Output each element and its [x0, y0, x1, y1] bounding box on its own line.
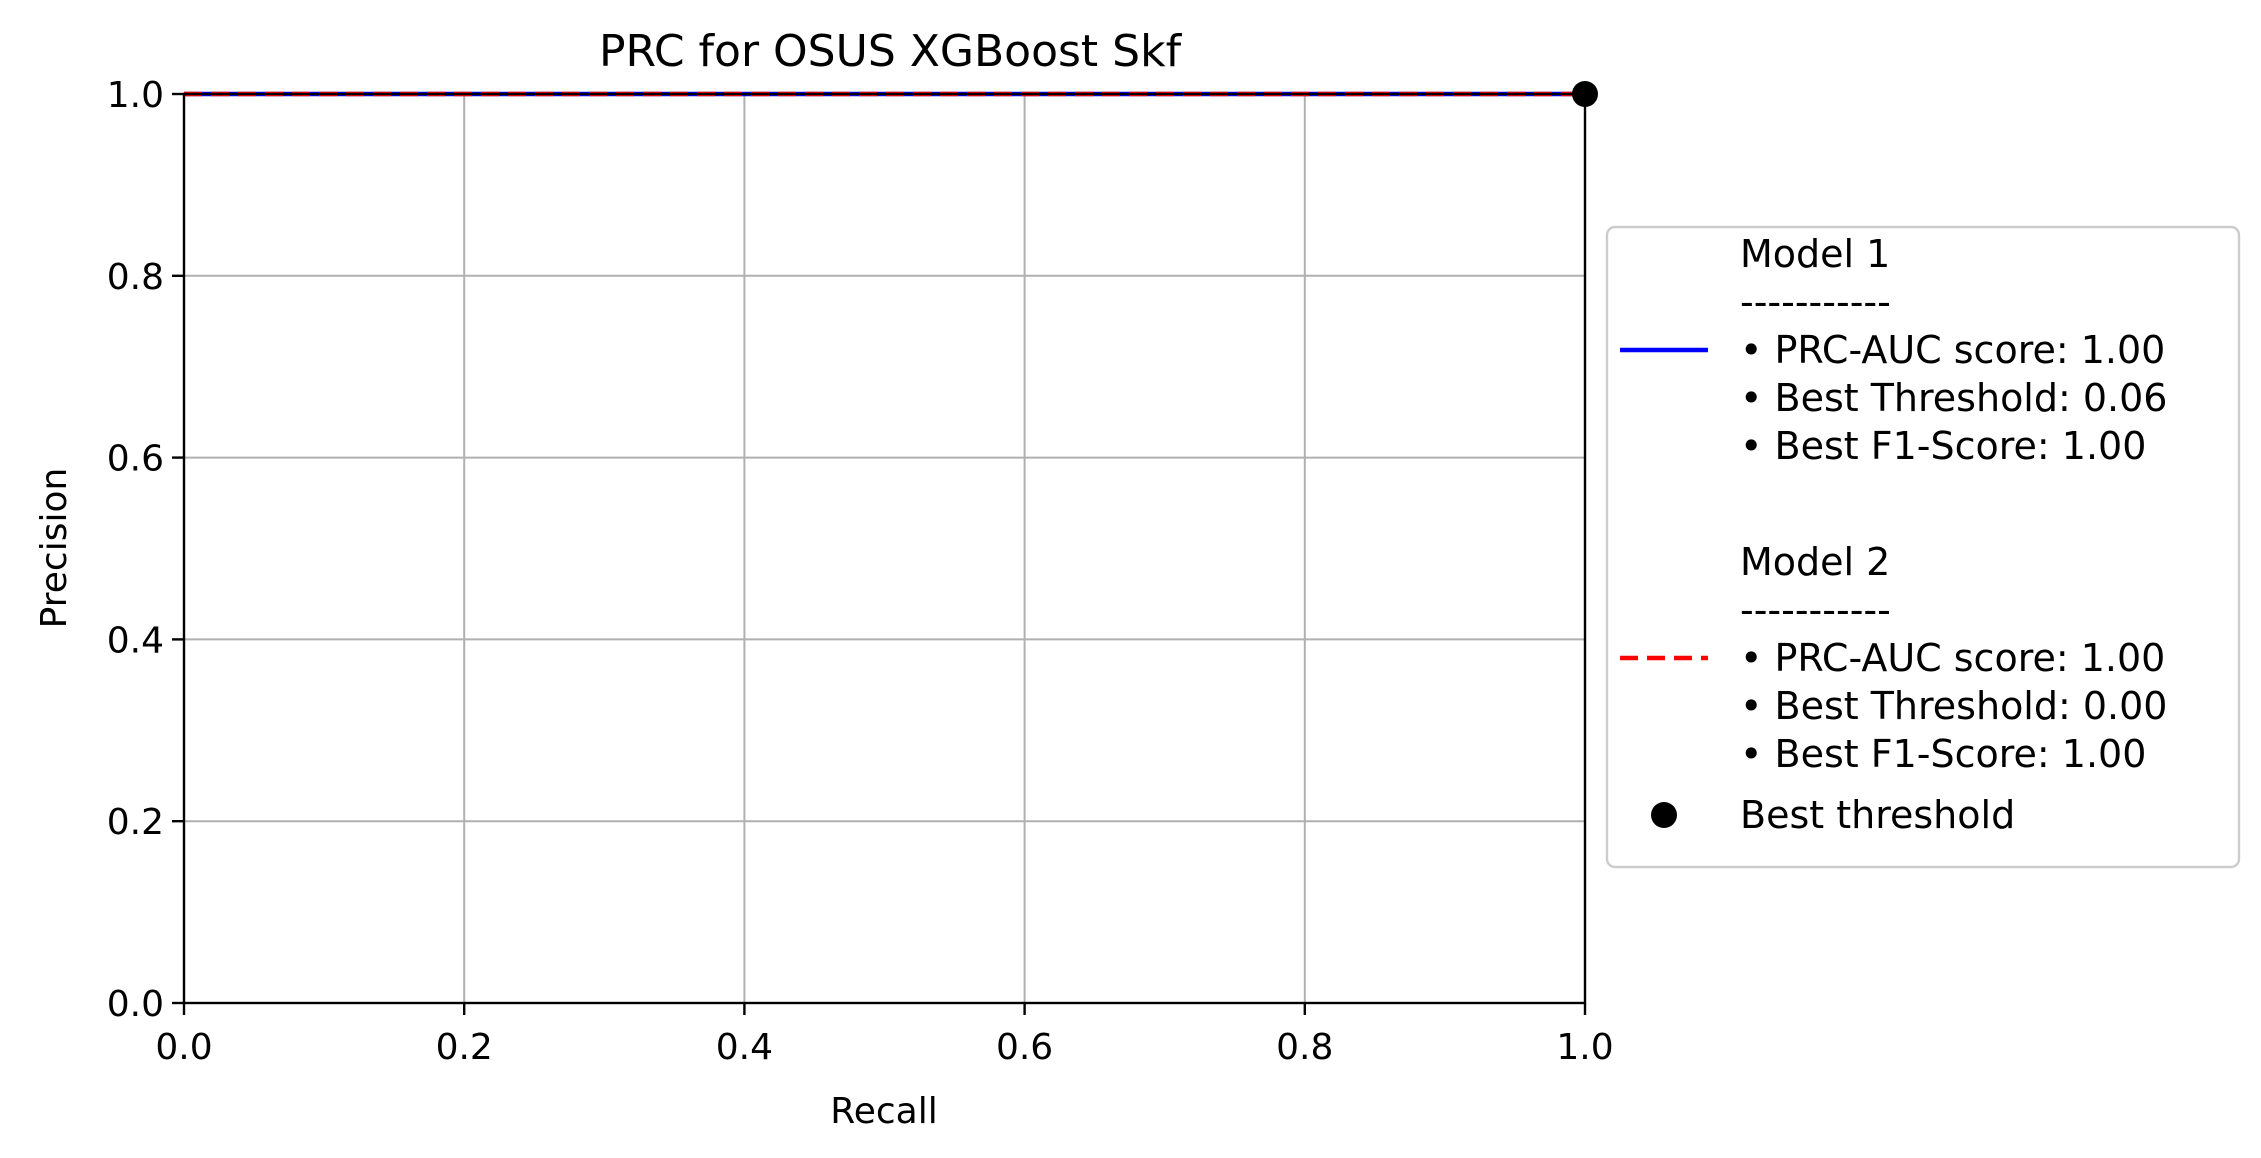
y-tick-label: 0.2 — [107, 802, 164, 843]
legend-entry-text: ----------- — [1740, 280, 1891, 324]
y-axis-label: Precision — [34, 468, 75, 629]
legend-marker-handle — [1651, 802, 1677, 828]
legend-entry-text: • Best F1-Score: 1.00 — [1740, 424, 2146, 468]
legend-entry-text: ----------- — [1740, 588, 1891, 632]
y-tick-label: 0.6 — [107, 439, 164, 480]
legend-entry-text: • Best Threshold: 0.00 — [1740, 684, 2167, 728]
y-tick-label: 0.8 — [107, 257, 164, 298]
legend-entry-text: Model 1 — [1740, 232, 1890, 276]
x-tick-label: 0.0 — [155, 1027, 212, 1068]
legend-marker-label: Best threshold — [1740, 793, 2015, 837]
legend-entry-text: Model 2 — [1740, 540, 1890, 584]
legend-entry-text: • PRC-AUC score: 1.00 — [1740, 328, 2165, 372]
x-tick-label: 0.4 — [716, 1027, 773, 1068]
x-tick-label: 1.0 — [1556, 1027, 1613, 1068]
legend-entry-text: • Best F1-Score: 1.00 — [1740, 732, 2146, 776]
x-tick-label: 0.2 — [436, 1027, 493, 1068]
x-axis-label: Recall — [830, 1091, 937, 1132]
y-tick-label: 1.0 — [107, 75, 164, 116]
legend-frame — [1605, 225, 2241, 869]
grid-lines — [183, 93, 1586, 1004]
chart-title: PRC for OSUS XGBoost Skf — [599, 26, 1183, 77]
y-tick-label: 0.4 — [107, 620, 164, 661]
legend-entry-text: • PRC-AUC score: 1.00 — [1740, 636, 2165, 680]
x-tick-label: 0.6 — [996, 1027, 1053, 1068]
axis-ticks: 0.0 0.2 0.4 0.6 0.8 1.0 0.0 0.2 0.4 0.6 0.8 1.0 — [107, 75, 1614, 1068]
legend-entry-text: • Best Threshold: 0.06 — [1740, 376, 2167, 420]
legend: Model 1----------- • PRC-AUC score: 1.00… — [1605, 225, 2241, 869]
plot-frame — [182, 92, 1587, 1005]
y-tick-label: 0.0 — [107, 984, 164, 1025]
x-tick-label: 0.8 — [1276, 1027, 1333, 1068]
